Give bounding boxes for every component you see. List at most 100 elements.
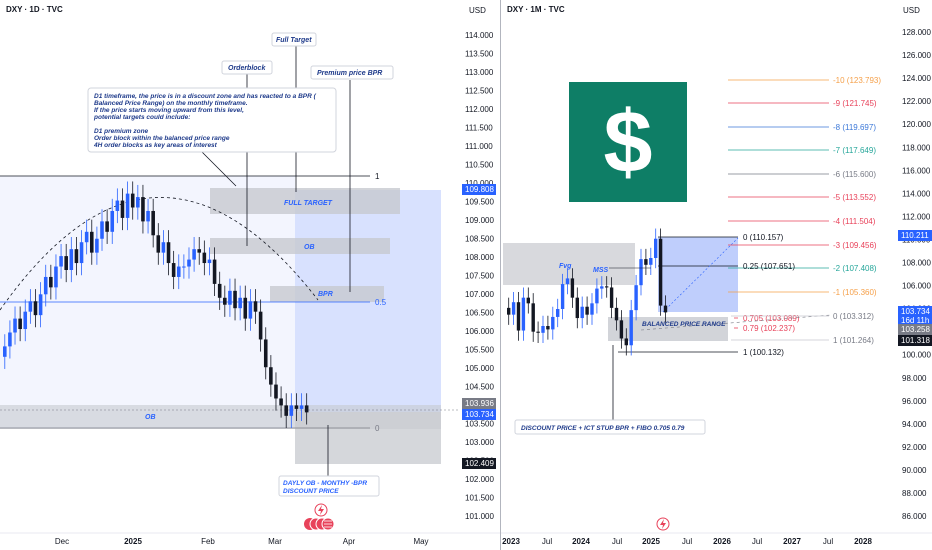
analysis-callout-box xyxy=(87,87,337,153)
candle-body xyxy=(13,318,17,333)
price-tick-monthly: 106.000 xyxy=(902,282,931,291)
callout-line: D1 premium zone xyxy=(94,128,149,135)
fib-ext-label: -1 (105.360) xyxy=(833,288,877,297)
monthly-chart-svg[interactable]: $ -10 (123.793)-9 (121.745)-8 (119.697)-… xyxy=(501,0,932,550)
candle-body-monthly xyxy=(624,338,628,346)
left-symbol-title: DXY · 1D · TVC xyxy=(6,5,63,14)
daily-candles xyxy=(3,181,309,428)
candle-body-monthly xyxy=(658,238,663,306)
fvg-zone xyxy=(503,243,635,285)
candle-body xyxy=(274,384,278,399)
mss-label: MSS xyxy=(593,267,609,274)
candle-body-monthly xyxy=(551,316,555,330)
candle-body-monthly xyxy=(600,286,604,289)
candle-body xyxy=(33,301,38,316)
badge-m-b xyxy=(898,306,932,326)
full-target-box xyxy=(271,32,317,47)
candle-body-monthly xyxy=(531,303,535,332)
time-tick-monthly: Jul xyxy=(823,537,833,546)
callout-line: D1 timeframe, the price is in a discount… xyxy=(94,93,317,100)
candle-body-monthly xyxy=(546,326,550,330)
callout-pointer xyxy=(201,151,237,187)
price-tick-monthly: 88.000 xyxy=(902,489,927,498)
candle-body xyxy=(258,311,263,340)
candle-body xyxy=(105,221,109,232)
orderblock-box xyxy=(221,60,273,75)
price-tick: 109.000 xyxy=(465,216,494,225)
fib-retracement-levels: 0 (110.157) 0.25 (107.651) 0.705 (103.089)… xyxy=(618,233,800,357)
candle-body xyxy=(84,231,89,243)
fib-main-label: 0.79 (102.237) xyxy=(743,324,795,333)
daily-chart-panel[interactable]: 1 0.5 0 FULL TARGET OB BPR OB D1 timefra… xyxy=(0,0,500,550)
candle-body xyxy=(120,200,125,218)
callout-line: potential targets could include: xyxy=(93,114,190,121)
time-tick-monthly: 2028 xyxy=(854,537,872,546)
candle-body-monthly xyxy=(516,302,521,331)
candle-body xyxy=(248,301,253,319)
badge-m-c-text: 103.258 xyxy=(901,325,930,334)
price-tick-monthly: 116.000 xyxy=(902,166,931,175)
candle-body xyxy=(284,405,288,416)
candle-body xyxy=(3,346,7,357)
bpr-zone xyxy=(270,286,384,302)
monthly-chart-panel[interactable]: $ -10 (123.793) -9 (121.745) -8 (119.697) -… xyxy=(500,0,932,550)
daily-chart-svg[interactable]: 1 0.5 0 FULL TARGET OB BPR OB D1 timefra… xyxy=(0,0,500,550)
candle-body-monthly xyxy=(526,297,530,304)
analysis-callout-text: D1 timeframe, the price is in a discount… xyxy=(93,93,317,149)
price-axis[interactable]: 114.000 113.500 113.000 112.500 112.000 111.5… xyxy=(465,31,494,521)
price-tick-monthly: 112.000 xyxy=(902,212,931,221)
candle-body xyxy=(192,249,196,260)
price-tick: 103.000 xyxy=(465,438,494,447)
events-flags-icon[interactable] xyxy=(304,517,335,531)
price-tick: 110.500 xyxy=(465,161,494,170)
candle-body-monthly xyxy=(595,288,599,304)
candle-body xyxy=(146,210,150,222)
fib-ext-label: -5 (113.552) xyxy=(833,193,876,202)
time-tick-monthly: 2024 xyxy=(572,537,590,546)
fib-ext-label: -10 (123.793) xyxy=(833,76,881,85)
fib-ext-label: -2 (107.408) xyxy=(833,264,877,273)
candle-body-monthly xyxy=(654,238,658,258)
price-tick-monthly: 86.000 xyxy=(902,512,927,521)
callout-line: Order block within the balanced price ra… xyxy=(94,135,230,142)
badge-c-text: 102.409 xyxy=(465,459,494,468)
candle-body xyxy=(197,249,202,253)
candle-body xyxy=(223,297,227,305)
badge-m-b2-text: 16d 11h xyxy=(901,316,929,325)
time-tick: Mar xyxy=(268,537,282,546)
lightning-icon-monthly[interactable] xyxy=(656,517,670,531)
candle-body xyxy=(64,256,68,270)
projection-arc xyxy=(0,197,319,311)
price-tick: 114.000 xyxy=(465,31,494,40)
bpr-zone-monthly xyxy=(608,317,728,341)
candle-body xyxy=(289,405,294,416)
price-tick: 110.000 xyxy=(465,179,494,188)
time-tick-monthly: Jul xyxy=(752,537,762,546)
price-tick: 108.000 xyxy=(465,253,494,262)
ob-lower-label: OB xyxy=(145,414,156,421)
fib-ext-label: -8 (119.697) xyxy=(833,123,876,132)
full-target-zone-label: FULL TARGET xyxy=(284,200,333,207)
time-tick-monthly: 2026 xyxy=(713,537,731,546)
time-tick: Apr xyxy=(343,537,356,546)
price-tick-monthly: 122.000 xyxy=(902,97,931,106)
price-tick: 105.500 xyxy=(465,346,494,355)
dollar-logo xyxy=(569,82,687,202)
candle-body xyxy=(161,242,166,253)
fib-extension-levels: -10 (123.793) -9 (121.745) -8 (119.697) -7 … xyxy=(728,76,881,297)
candle-body-monthly xyxy=(521,297,526,331)
right-currency: USD xyxy=(903,6,920,15)
candle-body xyxy=(166,242,171,264)
candle-body-monthly xyxy=(634,285,638,311)
left-currency: USD xyxy=(469,6,486,15)
candle-body-monthly xyxy=(644,259,648,265)
price-tick: 112.000 xyxy=(465,105,494,114)
candle-body xyxy=(89,231,94,253)
lightning-icon[interactable] xyxy=(314,503,328,517)
candle-body xyxy=(23,311,28,330)
price-axis-monthly[interactable]: 128.000 126.000 124.000 122.000 120.000 118.0… xyxy=(902,28,931,521)
price-tick: 109.500 xyxy=(465,198,494,207)
candle-body xyxy=(54,266,58,288)
time-axis-monthly[interactable]: 2023 Jul 2024 Jul 2025 Jul 2026 Jul 2027 Jul 2028 xyxy=(502,537,872,546)
time-axis[interactable]: Dec 2025 Feb Mar Apr May xyxy=(55,537,429,546)
